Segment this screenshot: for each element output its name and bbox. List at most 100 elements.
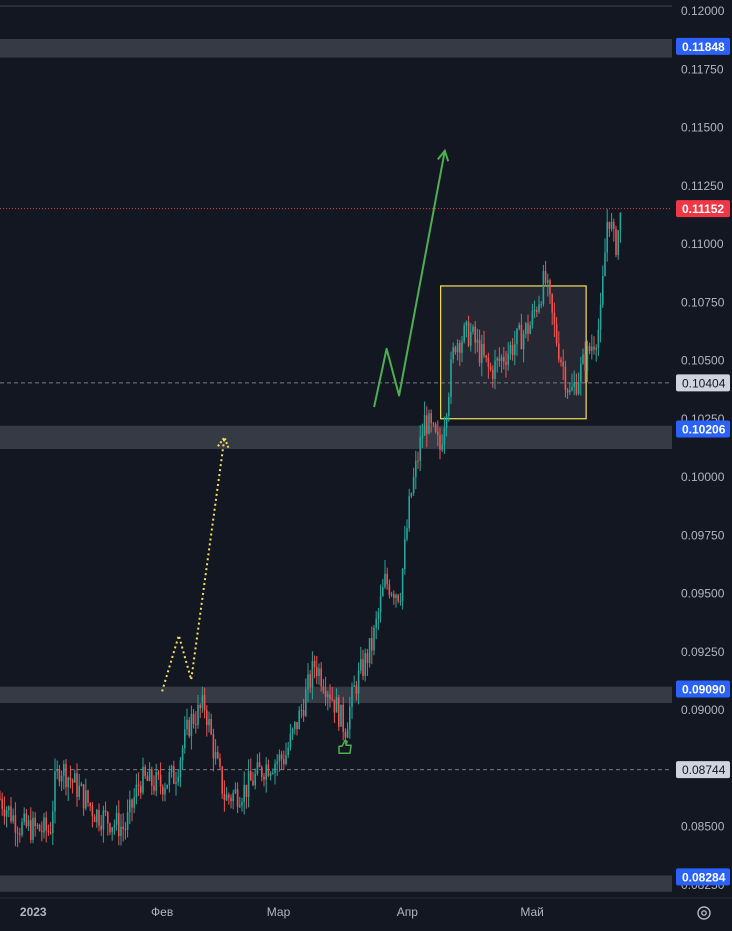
- candle-body: [465, 321, 468, 326]
- candle-body: [225, 794, 228, 801]
- candle-body: [179, 760, 182, 777]
- candle-body: [287, 747, 289, 755]
- candle-body: [560, 359, 562, 362]
- candle-body: [247, 771, 250, 797]
- candle-body: [56, 769, 58, 772]
- candle-body: [298, 710, 300, 730]
- y-tick-label: 0.10750: [681, 295, 725, 309]
- candle-body: [236, 789, 239, 807]
- candle-body: [324, 690, 327, 698]
- candle-body: [186, 719, 188, 730]
- candle-body: [122, 826, 124, 830]
- candle-body: [300, 709, 303, 711]
- price-axis[interactable]: 0.12000 0.11750 0.11500 0.11250 0.11000 0.107…: [681, 4, 725, 892]
- candle-body: [421, 435, 424, 438]
- x-tick-label: 2023: [20, 905, 47, 919]
- candle-body: [80, 784, 83, 786]
- candle-body: [401, 568, 404, 602]
- candle-body: [47, 830, 50, 833]
- candle-body: [514, 344, 516, 355]
- y-tick-label: 0.08500: [681, 820, 725, 834]
- candle-body: [74, 773, 76, 783]
- candle-body: [384, 573, 386, 588]
- candle-body: [423, 415, 426, 436]
- settings-gear-icon[interactable]: [697, 906, 711, 920]
- candle-body: [146, 776, 149, 781]
- price-tag: [676, 868, 730, 886]
- candle-body: [461, 341, 463, 353]
- candle-body: [344, 731, 347, 738]
- thumbs-up-icon: [338, 739, 352, 755]
- candle-body: [188, 719, 190, 737]
- time-axis[interactable]: 2023 Фев Мар Апр Май: [20, 905, 544, 919]
- candle-body: [360, 659, 362, 671]
- candle-body: [472, 326, 474, 332]
- candle-body: [25, 813, 28, 827]
- candle-body: [415, 460, 417, 477]
- candle-body: [137, 784, 140, 787]
- candle-body: [498, 358, 501, 362]
- price-tag-label: 0.08744: [682, 763, 726, 777]
- candle-body: [5, 810, 8, 817]
- candle-body: [450, 359, 452, 397]
- y-tick-label: 0.11500: [681, 121, 724, 135]
- candle-body: [307, 674, 309, 690]
- candle-body: [272, 773, 274, 775]
- candle-body: [518, 324, 520, 329]
- y-tick-label: 0.09500: [681, 587, 725, 601]
- y-tick-label: 0.10000: [681, 470, 725, 484]
- candle-body: [404, 539, 406, 569]
- candle-body: [201, 695, 204, 709]
- candle-body: [489, 366, 492, 370]
- candle-body: [366, 653, 369, 664]
- candle-body: [485, 355, 487, 358]
- price-tag-label: 0.11848: [682, 40, 725, 54]
- candle-body: [10, 806, 12, 822]
- zones-layer: [0, 38, 672, 892]
- candle-body: [456, 343, 459, 353]
- candle-body: [483, 343, 485, 356]
- candle-body: [54, 771, 56, 812]
- candle-body: [261, 767, 263, 777]
- candle-body: [124, 829, 127, 831]
- y-tick-label: 0.10500: [681, 354, 725, 368]
- candle-body: [316, 667, 318, 676]
- candle-body: [599, 304, 602, 330]
- candle-body: [533, 310, 536, 312]
- candle-body: [89, 802, 91, 807]
- candle-body: [278, 754, 281, 762]
- annotations-layer: [161, 148, 450, 755]
- candle-body: [155, 772, 157, 791]
- candle-body: [221, 766, 223, 794]
- candle-body: [327, 694, 329, 698]
- candle-body: [448, 396, 450, 416]
- candle-body: [199, 704, 201, 709]
- candle-body: [21, 822, 23, 835]
- candle-body: [16, 832, 19, 834]
- solid-arrow-path: [373, 150, 446, 408]
- candle-body: [503, 356, 505, 362]
- candle-body: [375, 618, 377, 628]
- candle-body: [349, 706, 351, 730]
- candle-body: [36, 824, 39, 826]
- candle-body: [463, 325, 465, 342]
- candle-body: [3, 808, 6, 817]
- candle-body: [254, 773, 256, 786]
- candle-body: [549, 280, 551, 295]
- candle-body: [368, 638, 371, 664]
- candle-body: [175, 782, 177, 784]
- candle-body: [230, 797, 232, 802]
- candle-body: [571, 386, 573, 391]
- candle-body: [507, 353, 509, 365]
- candle-body: [58, 769, 61, 782]
- candle-body: [333, 699, 336, 713]
- candle-body: [309, 674, 311, 688]
- candle-body: [582, 354, 584, 364]
- candle-body: [85, 790, 87, 809]
- candle-body: [487, 357, 490, 367]
- candle-body: [591, 346, 593, 351]
- candle-body: [577, 382, 580, 394]
- candle-body: [529, 325, 531, 334]
- candle-body: [243, 784, 245, 803]
